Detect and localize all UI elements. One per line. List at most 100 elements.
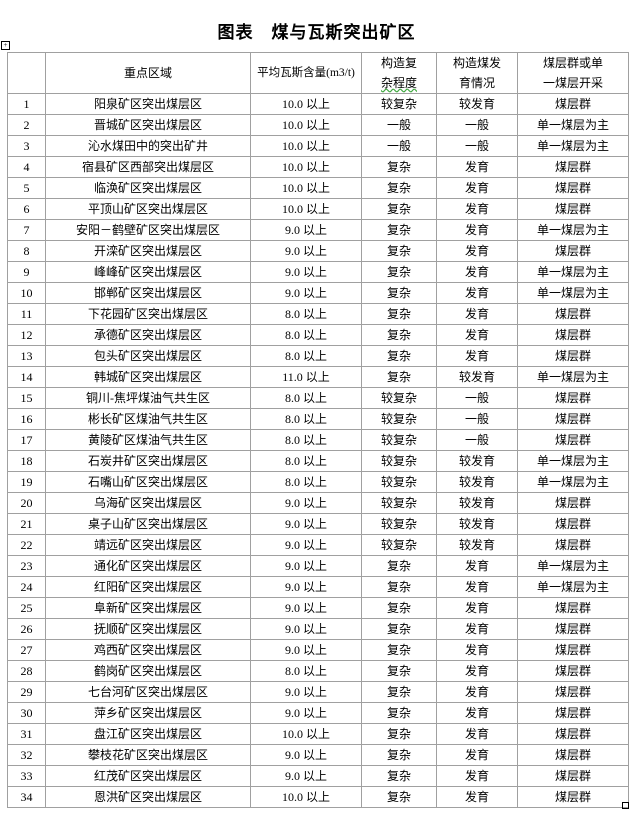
header-line: 构造煤发	[452, 56, 501, 70]
header-line: 构造复	[380, 56, 417, 70]
cell-index: 10	[7, 282, 46, 304]
table-row: 26 抚顺矿区突出煤层区 9.0 以上 复杂 发育 煤层群	[7, 618, 629, 640]
cell-index: 12	[7, 324, 46, 346]
cell-gas-content: 9.0 以上	[250, 282, 362, 304]
cell-gas-content: 8.0 以上	[250, 660, 362, 682]
cell-index: 32	[7, 744, 46, 766]
table-resize-handle-icon[interactable]	[622, 802, 629, 809]
cell-development: 发育	[436, 576, 518, 598]
header-line: 煤层群或单	[542, 56, 603, 70]
cell-seam-mode: 煤层群	[517, 534, 629, 556]
table-row: 33 红茂矿区突出煤层区 9.0 以上 复杂 发育 煤层群	[7, 765, 629, 787]
cell-index: 21	[7, 513, 46, 535]
cell-index: 6	[7, 198, 46, 220]
cell-seam-mode: 煤层群	[517, 513, 629, 535]
cell-index: 26	[7, 618, 46, 640]
cell-index: 22	[7, 534, 46, 556]
cell-index: 25	[7, 597, 46, 619]
table-row: 24 红阳矿区突出煤层区 9.0 以上 复杂 发育 单一煤层为主	[7, 576, 629, 598]
cell-development: 发育	[436, 324, 518, 346]
table-row: 32 攀枝花矿区突出煤层区 9.0 以上 复杂 发育 煤层群	[7, 744, 629, 766]
cell-complexity: 复杂	[361, 576, 437, 598]
cell-complexity: 较复杂	[361, 513, 437, 535]
cell-region: 鸡西矿区突出煤层区	[45, 639, 251, 661]
cell-complexity: 较复杂	[361, 492, 437, 514]
cell-seam-mode: 单一煤层为主	[517, 219, 629, 241]
cell-development: 较发育	[436, 366, 518, 388]
cell-region: 通化矿区突出煤层区	[45, 555, 251, 577]
table-row: 11 下花园矿区突出煤层区 8.0 以上 复杂 发育 煤层群	[7, 303, 629, 325]
cell-development: 发育	[436, 345, 518, 367]
header-index	[7, 52, 46, 94]
table-row: 22 靖远矿区突出煤层区 9.0 以上 较复杂 较发育 煤层群	[7, 534, 629, 556]
table-row: 3 沁水煤田中的突出矿井 10.0 以上 一般 一般 单一煤层为主	[7, 135, 629, 157]
table-row: 29 七台河矿区突出煤层区 9.0 以上 复杂 发育 煤层群	[7, 681, 629, 703]
cell-region: 鹤岗矿区突出煤层区	[45, 660, 251, 682]
table-row: 28 鹤岗矿区突出煤层区 8.0 以上 复杂 发育 煤层群	[7, 660, 629, 682]
cell-development: 一般	[436, 429, 518, 451]
table-row: 13 包头矿区突出煤层区 8.0 以上 复杂 发育 煤层群	[7, 345, 629, 367]
cell-seam-mode: 单一煤层为主	[517, 114, 629, 136]
cell-region: 彬长矿区煤油气共生区	[45, 408, 251, 430]
cell-gas-content: 11.0 以上	[250, 366, 362, 388]
header-line: 杂程度	[380, 76, 417, 90]
cell-development: 发育	[436, 240, 518, 262]
table-row: 5 临涣矿区突出煤层区 10.0 以上 复杂 发育 煤层群	[7, 177, 629, 199]
cell-region: 阜新矿区突出煤层区	[45, 597, 251, 619]
cell-complexity: 复杂	[361, 702, 437, 724]
table-row: 30 萍乡矿区突出煤层区 9.0 以上 复杂 发育 煤层群	[7, 702, 629, 724]
cell-region: 安阳－鹤壁矿区突出煤层区	[45, 219, 251, 241]
cell-complexity: 复杂	[361, 240, 437, 262]
table-row: 10 邯郸矿区突出煤层区 9.0 以上 复杂 发育 单一煤层为主	[7, 282, 629, 304]
cell-development: 一般	[436, 387, 518, 409]
cell-region: 承德矿区突出煤层区	[45, 324, 251, 346]
cell-index: 34	[7, 786, 46, 808]
cell-region: 萍乡矿区突出煤层区	[45, 702, 251, 724]
cell-seam-mode: 煤层群	[517, 492, 629, 514]
cell-seam-mode: 煤层群	[517, 639, 629, 661]
cell-gas-content: 9.0 以上	[250, 492, 362, 514]
cell-complexity: 复杂	[361, 744, 437, 766]
table-row: 2 晋城矿区突出煤层区 10.0 以上 一般 一般 单一煤层为主	[7, 114, 629, 136]
cell-gas-content: 9.0 以上	[250, 240, 362, 262]
cell-development: 发育	[436, 786, 518, 808]
cell-development: 发育	[436, 177, 518, 199]
cell-seam-mode: 单一煤层为主	[517, 450, 629, 472]
cell-seam-mode: 煤层群	[517, 198, 629, 220]
cell-seam-mode: 煤层群	[517, 618, 629, 640]
cell-gas-content: 9.0 以上	[250, 744, 362, 766]
cell-region: 沁水煤田中的突出矿井	[45, 135, 251, 157]
cell-gas-content: 9.0 以上	[250, 639, 362, 661]
cell-region: 阳泉矿区突出煤层区	[45, 93, 251, 115]
cell-complexity: 复杂	[361, 219, 437, 241]
table-row: 15 铜川-焦坪煤油气共生区 8.0 以上 较复杂 一般 煤层群	[7, 387, 629, 409]
cell-gas-content: 9.0 以上	[250, 702, 362, 724]
cell-seam-mode: 单一煤层为主	[517, 576, 629, 598]
cell-seam-mode: 煤层群	[517, 765, 629, 787]
cell-complexity: 复杂	[361, 597, 437, 619]
table-row: 12 承德矿区突出煤层区 8.0 以上 复杂 发育 煤层群	[7, 324, 629, 346]
cell-index: 1	[7, 93, 46, 115]
cell-gas-content: 9.0 以上	[250, 534, 362, 556]
cell-development: 较发育	[436, 513, 518, 535]
cell-seam-mode: 煤层群	[517, 723, 629, 745]
cell-complexity: 复杂	[361, 198, 437, 220]
cell-seam-mode: 煤层群	[517, 345, 629, 367]
cell-complexity: 复杂	[361, 261, 437, 283]
cell-gas-content: 9.0 以上	[250, 765, 362, 787]
cell-development: 发育	[436, 723, 518, 745]
cell-development: 较发育	[436, 471, 518, 493]
cell-region: 红茂矿区突出煤层区	[45, 765, 251, 787]
cell-seam-mode: 煤层群	[517, 93, 629, 115]
cell-complexity: 一般	[361, 114, 437, 136]
cell-region: 韩城矿区突出煤层区	[45, 366, 251, 388]
cell-region: 桌子山矿区突出煤层区	[45, 513, 251, 535]
table-row: 9 峰峰矿区突出煤层区 9.0 以上 复杂 发育 单一煤层为主	[7, 261, 629, 283]
cell-seam-mode: 煤层群	[517, 177, 629, 199]
cell-index: 8	[7, 240, 46, 262]
cell-complexity: 较复杂	[361, 387, 437, 409]
cell-region: 邯郸矿区突出煤层区	[45, 282, 251, 304]
table-move-handle-icon[interactable]: +	[1, 41, 10, 50]
cell-index: 31	[7, 723, 46, 745]
cell-region: 峰峰矿区突出煤层区	[45, 261, 251, 283]
